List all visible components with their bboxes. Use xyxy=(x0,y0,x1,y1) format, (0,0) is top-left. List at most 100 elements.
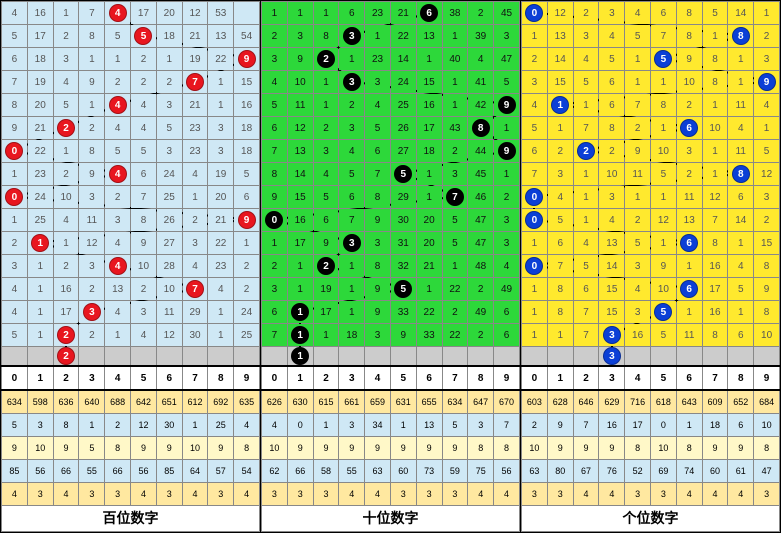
cell: 21 xyxy=(390,2,416,25)
cell: 2 xyxy=(468,324,494,347)
cell: 4 xyxy=(53,71,79,94)
cell: 5 xyxy=(522,117,548,140)
cell: 22 xyxy=(442,278,468,301)
cell: 5 xyxy=(390,278,416,301)
cell: 4 xyxy=(573,232,599,255)
ball-marker: 2 xyxy=(317,50,335,68)
cell: 1 xyxy=(208,94,234,117)
cell: 2 xyxy=(468,278,494,301)
cell: 3 xyxy=(494,232,520,255)
cell: 2 xyxy=(79,278,105,301)
stat-cell: 3 xyxy=(156,482,182,505)
cell: 12 xyxy=(702,186,728,209)
cell: 2 xyxy=(339,94,365,117)
cell: 9 xyxy=(131,232,157,255)
stat-cell: 9 xyxy=(390,436,416,459)
header-cell: 1 xyxy=(547,366,573,390)
cell: 1 xyxy=(182,186,208,209)
stat-cell: 55 xyxy=(339,459,365,482)
spacer-cell xyxy=(468,347,494,367)
cell: 1 xyxy=(625,71,651,94)
cell: 7 xyxy=(182,71,208,94)
cell: 8 xyxy=(365,255,391,278)
panel-title: 十位数字 xyxy=(262,505,520,531)
stat-cell: 13 xyxy=(416,413,442,436)
cell: 33 xyxy=(416,324,442,347)
header-cell: 2 xyxy=(573,366,599,390)
cell: 1 xyxy=(728,48,754,71)
cell: 3 xyxy=(156,140,182,163)
stat-cell: 651 xyxy=(156,390,182,413)
cell: 39 xyxy=(468,25,494,48)
stat-cell: 3 xyxy=(522,482,548,505)
cell: 12 xyxy=(79,232,105,255)
cell: 9 xyxy=(79,71,105,94)
cell: 1 xyxy=(262,2,288,25)
stat-cell: 4 xyxy=(53,482,79,505)
stat-cell: 634 xyxy=(2,390,28,413)
cell: 4 xyxy=(468,48,494,71)
cell: 4 xyxy=(208,278,234,301)
stat-cell: 598 xyxy=(27,390,53,413)
cell: 24 xyxy=(156,163,182,186)
header-cell: 8 xyxy=(728,366,754,390)
cell: 5 xyxy=(650,163,676,186)
ball-marker: 2 xyxy=(57,326,75,344)
cell: 3 xyxy=(182,232,208,255)
cell: 7 xyxy=(442,186,468,209)
cell: 4 xyxy=(728,117,754,140)
stat-cell: 609 xyxy=(702,390,728,413)
cell: 1 xyxy=(702,94,728,117)
stat-cell: 4 xyxy=(702,482,728,505)
cell: 3 xyxy=(625,255,651,278)
spacer-cell xyxy=(728,347,754,367)
header-cell: 6 xyxy=(156,366,182,390)
stat-cell: 618 xyxy=(650,390,676,413)
cell: 9 xyxy=(754,278,780,301)
cell: 4 xyxy=(131,324,157,347)
cell: 12 xyxy=(182,2,208,25)
ball-marker: 9 xyxy=(238,50,256,68)
cell: 6 xyxy=(131,163,157,186)
cell: 5 xyxy=(390,163,416,186)
ball-marker: 2 xyxy=(57,119,75,137)
cell: 25 xyxy=(27,209,53,232)
stat-cell: 4 xyxy=(234,413,260,436)
cell: 1 xyxy=(416,186,442,209)
stat-cell: 16 xyxy=(599,413,625,436)
cell: 48 xyxy=(468,255,494,278)
cell: 1 xyxy=(105,48,131,71)
cell: 3 xyxy=(442,163,468,186)
cell: 5 xyxy=(2,25,28,48)
cell: 1 xyxy=(573,186,599,209)
cell: 15 xyxy=(599,278,625,301)
cell: 3 xyxy=(79,186,105,209)
cell: 7 xyxy=(573,117,599,140)
stat-cell: 6 xyxy=(728,413,754,436)
stat-cell: 10 xyxy=(522,436,548,459)
cell: 4 xyxy=(754,94,780,117)
cell: 1 xyxy=(105,324,131,347)
stat-cell: 3 xyxy=(262,482,288,505)
stat-cell: 630 xyxy=(287,390,313,413)
cell: 1 xyxy=(522,278,548,301)
ball-marker: 4 xyxy=(109,257,127,275)
stat-cell: 3 xyxy=(442,482,468,505)
cell: 22 xyxy=(27,140,53,163)
cell: 19 xyxy=(182,48,208,71)
cell: 0 xyxy=(522,209,548,232)
stat-cell: 9 xyxy=(287,436,313,459)
cell: 17 xyxy=(313,301,339,324)
stat-cell: 3 xyxy=(287,482,313,505)
cell: 11 xyxy=(156,301,182,324)
stat-cell: 73 xyxy=(416,459,442,482)
cell: 45 xyxy=(494,2,520,25)
cell: 6 xyxy=(599,94,625,117)
spacer-cell xyxy=(522,347,548,367)
header-cell: 7 xyxy=(702,366,728,390)
stat-cell: 66 xyxy=(105,459,131,482)
spacer-cell xyxy=(573,347,599,367)
cell: 2 xyxy=(2,232,28,255)
cell: 15 xyxy=(416,71,442,94)
cell: 15 xyxy=(287,186,313,209)
